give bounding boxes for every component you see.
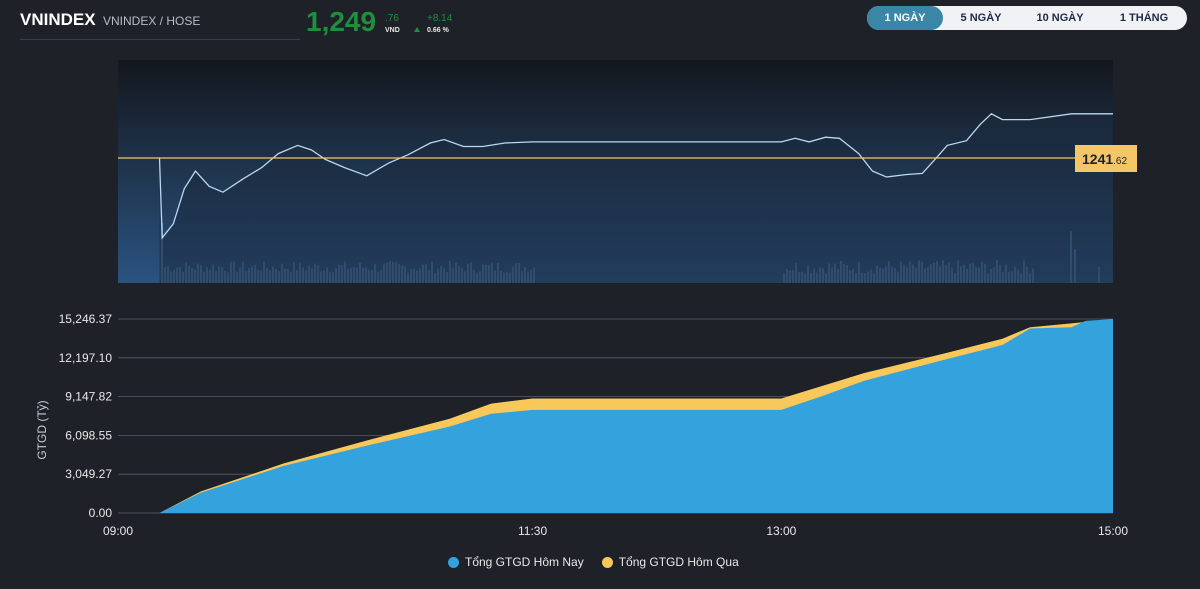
x-tick-label: 13:00 [766,524,796,538]
price-main: 1,249 [306,6,377,37]
legend: Tổng GTGD Hôm Nay Tổng GTGD Hôm Qua [448,555,739,569]
period-tabs: 1 NGÀY 5 NGÀY 10 NGÀY 1 THÁNG [867,6,1187,30]
legend-label-today: Tổng GTGD Hôm Nay [465,555,584,569]
header-divider [20,39,300,40]
price-line [158,113,1113,240]
x-tick-label: 11:30 [518,524,547,538]
tab-10-days[interactable]: 10 NGÀY [1036,12,1084,24]
up-arrow-icon [414,27,420,32]
tab-1-day[interactable]: 1 NGÀY [867,6,943,30]
legend-dot-yesterday [601,556,613,568]
tab-1-month[interactable]: 1 THÁNG [1119,12,1169,24]
price-fraction: .76 [385,13,399,24]
exchange-subtitle: VNINDEX / HOSE [103,14,201,28]
x-tick-label: 09:00 [103,524,133,538]
legend-label-yesterday: Tổng GTGD Hôm Qua [618,555,739,569]
legend-item-today[interactable]: Tổng GTGD Hôm Nay [448,555,584,569]
price-area [159,113,1114,283]
price-change: +8.14 [427,13,453,24]
y-axis-label: GTGD (Tỷ) [35,400,49,459]
y-tick-label: 12,197.10 [59,351,113,365]
price-change-percent: 0.66 % [427,27,449,34]
y-tick-label: 15,246.37 [59,312,113,326]
reference-label-fraction: .62 [1113,156,1127,167]
page-title: VNINDEX [20,10,96,29]
legend-item-yesterday[interactable]: Tổng GTGD Hôm Qua [601,555,739,569]
y-tick-label: 3,049.27 [65,467,112,481]
y-tick-label: 6,098.55 [65,428,112,442]
price-unit: VND [385,27,400,34]
area-today [118,319,1113,513]
reference-label-main: 1241 [1082,151,1113,167]
legend-dot-today [448,556,459,568]
reference-label-box [1075,145,1137,172]
y-tick-label: 0.00 [89,506,113,520]
x-tick-label: 15:00 [1098,524,1128,538]
y-tick-label: 9,147.82 [65,390,112,404]
reference-label: 1241.62 [1082,151,1127,167]
tab-5-days[interactable]: 5 NGÀY [960,12,1002,24]
